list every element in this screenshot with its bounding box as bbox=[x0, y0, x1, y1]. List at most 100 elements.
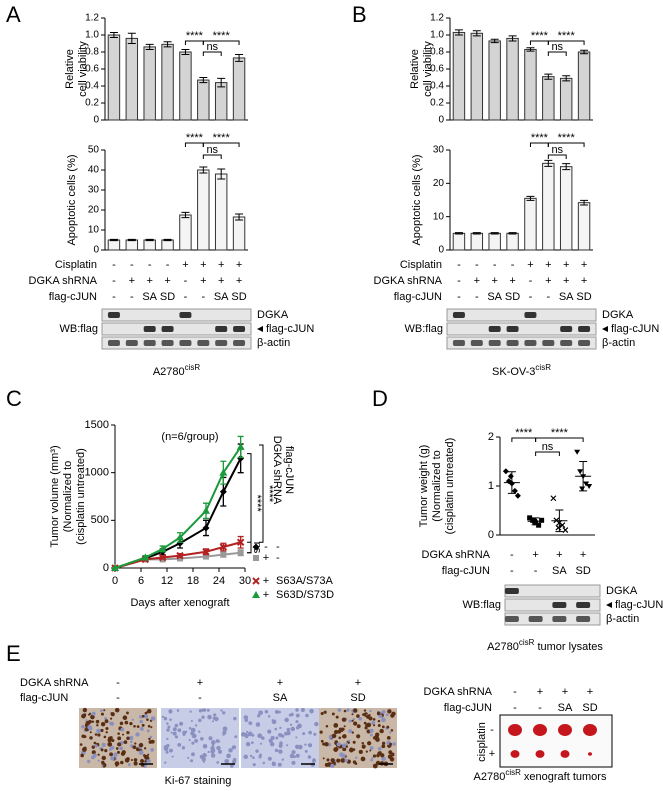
nucleus bbox=[372, 763, 378, 769]
condition-value: - bbox=[493, 259, 497, 271]
panel-letter: B bbox=[352, 2, 367, 27]
blot-band bbox=[125, 340, 138, 346]
blot-band-label: β-actin bbox=[602, 337, 635, 349]
condition-label: flag-cJUN bbox=[394, 291, 442, 303]
blot-band bbox=[233, 340, 246, 346]
y-axis-label: cell viability bbox=[422, 41, 434, 97]
error-bar bbox=[163, 238, 172, 242]
nucleus bbox=[200, 736, 204, 741]
legend-title: flag-cJUN bbox=[283, 446, 295, 494]
nucleus bbox=[244, 734, 249, 738]
nucleus bbox=[202, 753, 207, 758]
y-tick-label: 10 bbox=[433, 211, 445, 222]
nucleus bbox=[351, 719, 354, 722]
nucleus bbox=[373, 736, 377, 740]
point bbox=[577, 469, 584, 475]
blot-band bbox=[578, 340, 591, 346]
nucleus bbox=[341, 717, 347, 722]
nucleus bbox=[274, 748, 279, 753]
nucleus bbox=[163, 716, 168, 721]
nucleus bbox=[82, 713, 87, 718]
condition-value: - bbox=[513, 686, 517, 698]
nucleus bbox=[218, 749, 222, 754]
nucleus bbox=[179, 721, 184, 726]
row-label: DGKA shRNA bbox=[20, 677, 89, 689]
nucleus bbox=[130, 758, 133, 762]
nucleus bbox=[133, 758, 138, 762]
error-bar bbox=[544, 159, 553, 167]
error-bar bbox=[145, 43, 154, 50]
nucleus bbox=[345, 742, 349, 745]
cell-line: A2780 bbox=[487, 641, 519, 653]
nucleus bbox=[348, 719, 352, 723]
marker bbox=[202, 524, 210, 532]
tumor bbox=[560, 750, 570, 758]
nucleus bbox=[326, 758, 330, 762]
nucleus bbox=[271, 719, 277, 725]
row-label: cisplatin bbox=[476, 722, 488, 762]
condition-value: - bbox=[529, 275, 533, 287]
blot-band bbox=[552, 616, 567, 622]
nucleus bbox=[295, 720, 299, 724]
condition-value: - bbox=[475, 259, 479, 271]
condition-value: SD bbox=[576, 291, 591, 303]
condition-label: flag-cJUN bbox=[49, 291, 97, 303]
bar bbox=[577, 202, 591, 251]
x-tick-label: 12 bbox=[161, 575, 173, 587]
nucleus bbox=[320, 739, 324, 743]
nucleus bbox=[96, 724, 99, 727]
nucleus bbox=[338, 727, 343, 732]
blot-band-label: DGKA bbox=[606, 585, 638, 597]
cell-line-sup: cisR bbox=[505, 768, 521, 777]
nucleus bbox=[387, 709, 392, 714]
sig-bracket bbox=[547, 40, 585, 45]
nucleus bbox=[337, 708, 342, 712]
x-tick-label: 18 bbox=[187, 575, 199, 587]
nucleus bbox=[278, 749, 283, 754]
x-tick-label: 0 bbox=[112, 575, 118, 587]
y-tick-label: 1.2 bbox=[85, 13, 99, 24]
nucleus bbox=[340, 758, 346, 763]
y-tick-label: 0.6 bbox=[430, 64, 444, 75]
y-tick-label: 20 bbox=[88, 205, 100, 216]
marker bbox=[177, 555, 183, 562]
nucleus bbox=[148, 737, 151, 741]
nucleus bbox=[324, 742, 329, 747]
sig-bracket bbox=[547, 154, 567, 159]
nucleus bbox=[198, 730, 201, 733]
bar bbox=[488, 232, 501, 251]
nucleus bbox=[188, 739, 191, 742]
y-axis-label: Relative bbox=[409, 49, 421, 89]
error-bar bbox=[508, 35, 517, 42]
condition-value: - bbox=[475, 291, 479, 303]
condition-value: + bbox=[218, 259, 224, 271]
y-tick-label: 0.2 bbox=[85, 98, 99, 109]
nucleus bbox=[141, 723, 145, 727]
nucleus bbox=[295, 713, 300, 718]
nucleus bbox=[262, 761, 265, 765]
y-tick-label: 0.8 bbox=[85, 47, 99, 58]
y-tick-label: 1.0 bbox=[85, 30, 99, 41]
nucleus bbox=[313, 732, 317, 736]
nucleus bbox=[264, 710, 269, 714]
nucleus bbox=[257, 733, 263, 739]
nucleus bbox=[79, 743, 83, 746]
nucleus bbox=[331, 712, 335, 716]
blot-band bbox=[143, 340, 156, 346]
sig-label: **** bbox=[558, 30, 576, 42]
y-tick-label: 1.2 bbox=[430, 13, 444, 24]
bar bbox=[232, 57, 246, 121]
nucleus bbox=[323, 710, 327, 714]
nucleus bbox=[335, 715, 339, 719]
nucleus bbox=[388, 750, 393, 755]
nucleus bbox=[354, 756, 358, 760]
nucleus bbox=[246, 730, 249, 734]
nucleus bbox=[88, 712, 92, 715]
nucleus bbox=[100, 728, 104, 733]
nucleus bbox=[144, 760, 147, 763]
marker bbox=[252, 577, 260, 585]
nucleus bbox=[132, 745, 137, 750]
nucleus bbox=[348, 747, 354, 753]
nucleus bbox=[279, 726, 282, 730]
condition-value: SA bbox=[487, 291, 502, 303]
